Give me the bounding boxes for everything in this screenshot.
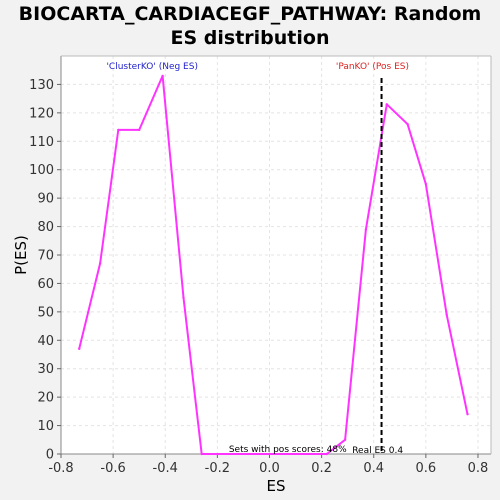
x-ticks: -0.8 -0.6 -0.4 -0.2 0.0 0.2 0.4 0.6 0.8: [48, 454, 488, 476]
data-point: [182, 296, 185, 299]
y-tick-label: 10: [37, 419, 54, 434]
chart-title-line1: BIOCARTA_CARDIACEGF_PATHWAY: Random: [18, 3, 482, 25]
data-point: [325, 452, 329, 456]
real-es-label: Real ES 0.4: [352, 446, 403, 456]
y-tick-label: 110: [29, 135, 54, 150]
data-point: [137, 128, 141, 132]
y-tick-label: 60: [37, 277, 54, 292]
x-tick-label: -0.6: [100, 461, 125, 476]
x-tick-label: 0.6: [416, 461, 437, 476]
data-point: [200, 452, 203, 456]
x-tick-label: 0.8: [468, 461, 489, 476]
data-point: [343, 438, 347, 441]
y-tick-label: 90: [37, 192, 54, 207]
data-point: [406, 123, 409, 126]
chart-title: BIOCARTA_CARDIACEGF_PATHWAY: Random ES d…: [0, 2, 500, 50]
x-tick-label: -0.8: [48, 461, 73, 476]
x-tick-label: 0.2: [311, 461, 332, 476]
y-tick-label: 80: [37, 220, 54, 235]
y-tick-label: 30: [37, 362, 54, 377]
x-tick-label: -0.4: [153, 461, 178, 476]
plot-area: [61, 56, 491, 454]
y-tick-label: 50: [37, 305, 54, 320]
data-point: [364, 228, 368, 231]
data-point: [466, 413, 469, 416]
data-point: [98, 262, 102, 265]
y-axis-label: P(ES): [12, 235, 30, 275]
series-points: [78, 74, 469, 456]
y-tick-label: 0: [46, 448, 54, 463]
data-point: [385, 103, 388, 106]
data-point: [424, 182, 428, 186]
x-tick-label: 0.4: [363, 461, 384, 476]
y-tick-label: 70: [37, 249, 54, 264]
neg-es-label: 'ClusterKO' (Neg ES): [106, 62, 198, 72]
pos-es-label: 'PanKO' (Pos ES): [336, 62, 409, 72]
y-ticks: 0 10 20 30 40 50 60 70 80 90 100 110 120 130: [29, 78, 61, 463]
data-point: [445, 313, 448, 316]
y-tick-label: 120: [29, 106, 54, 121]
x-axis-label: ES: [267, 477, 286, 495]
pos-scores-label: Sets with pos scores: 48%: [229, 445, 347, 455]
y-tick-label: 130: [29, 78, 54, 93]
y-tick-label: 40: [37, 334, 54, 349]
x-tick-label: -0.2: [205, 461, 230, 476]
data-point: [117, 128, 120, 132]
data-point: [78, 347, 81, 351]
x-tick-label: 0.0: [259, 461, 280, 476]
data-point: [161, 74, 164, 78]
y-tick-label: 100: [29, 163, 54, 178]
y-tick-label: 20: [37, 391, 54, 406]
chart-title-line2: ES distribution: [170, 27, 330, 49]
